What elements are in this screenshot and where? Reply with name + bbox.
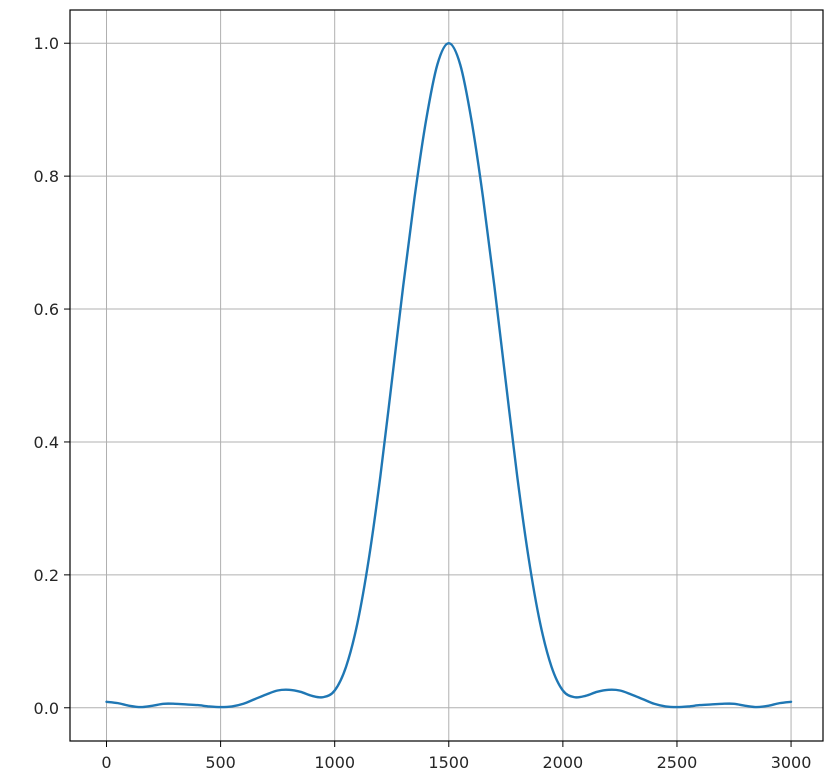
series-layer xyxy=(105,42,793,709)
x-tick-label: 2000 xyxy=(543,753,584,772)
y-tick-label: 0.6 xyxy=(34,300,59,319)
series-line-0 xyxy=(105,42,793,709)
y-tick-label: 0.0 xyxy=(34,699,59,718)
x-tick-label: 1500 xyxy=(428,753,469,772)
y-tick-label: 1.0 xyxy=(34,34,59,53)
x-tick-label: 2500 xyxy=(657,753,698,772)
x-tick-label: 3000 xyxy=(771,753,812,772)
y-tick-label: 0.4 xyxy=(34,433,59,452)
y-tick-label: 0.8 xyxy=(34,167,59,186)
grid-layer xyxy=(70,10,823,741)
plot-area-frame xyxy=(69,9,824,742)
tick-layer: 0 500 1000 1500 2000 2500 3000 0.0 0.2 0.4 0.6 0.8 1… xyxy=(34,34,812,772)
x-tick-label: 0 xyxy=(101,753,111,772)
y-tick-label: 0.2 xyxy=(34,566,59,585)
x-tick-label: 1000 xyxy=(314,753,355,772)
x-tick-label: 500 xyxy=(205,753,236,772)
